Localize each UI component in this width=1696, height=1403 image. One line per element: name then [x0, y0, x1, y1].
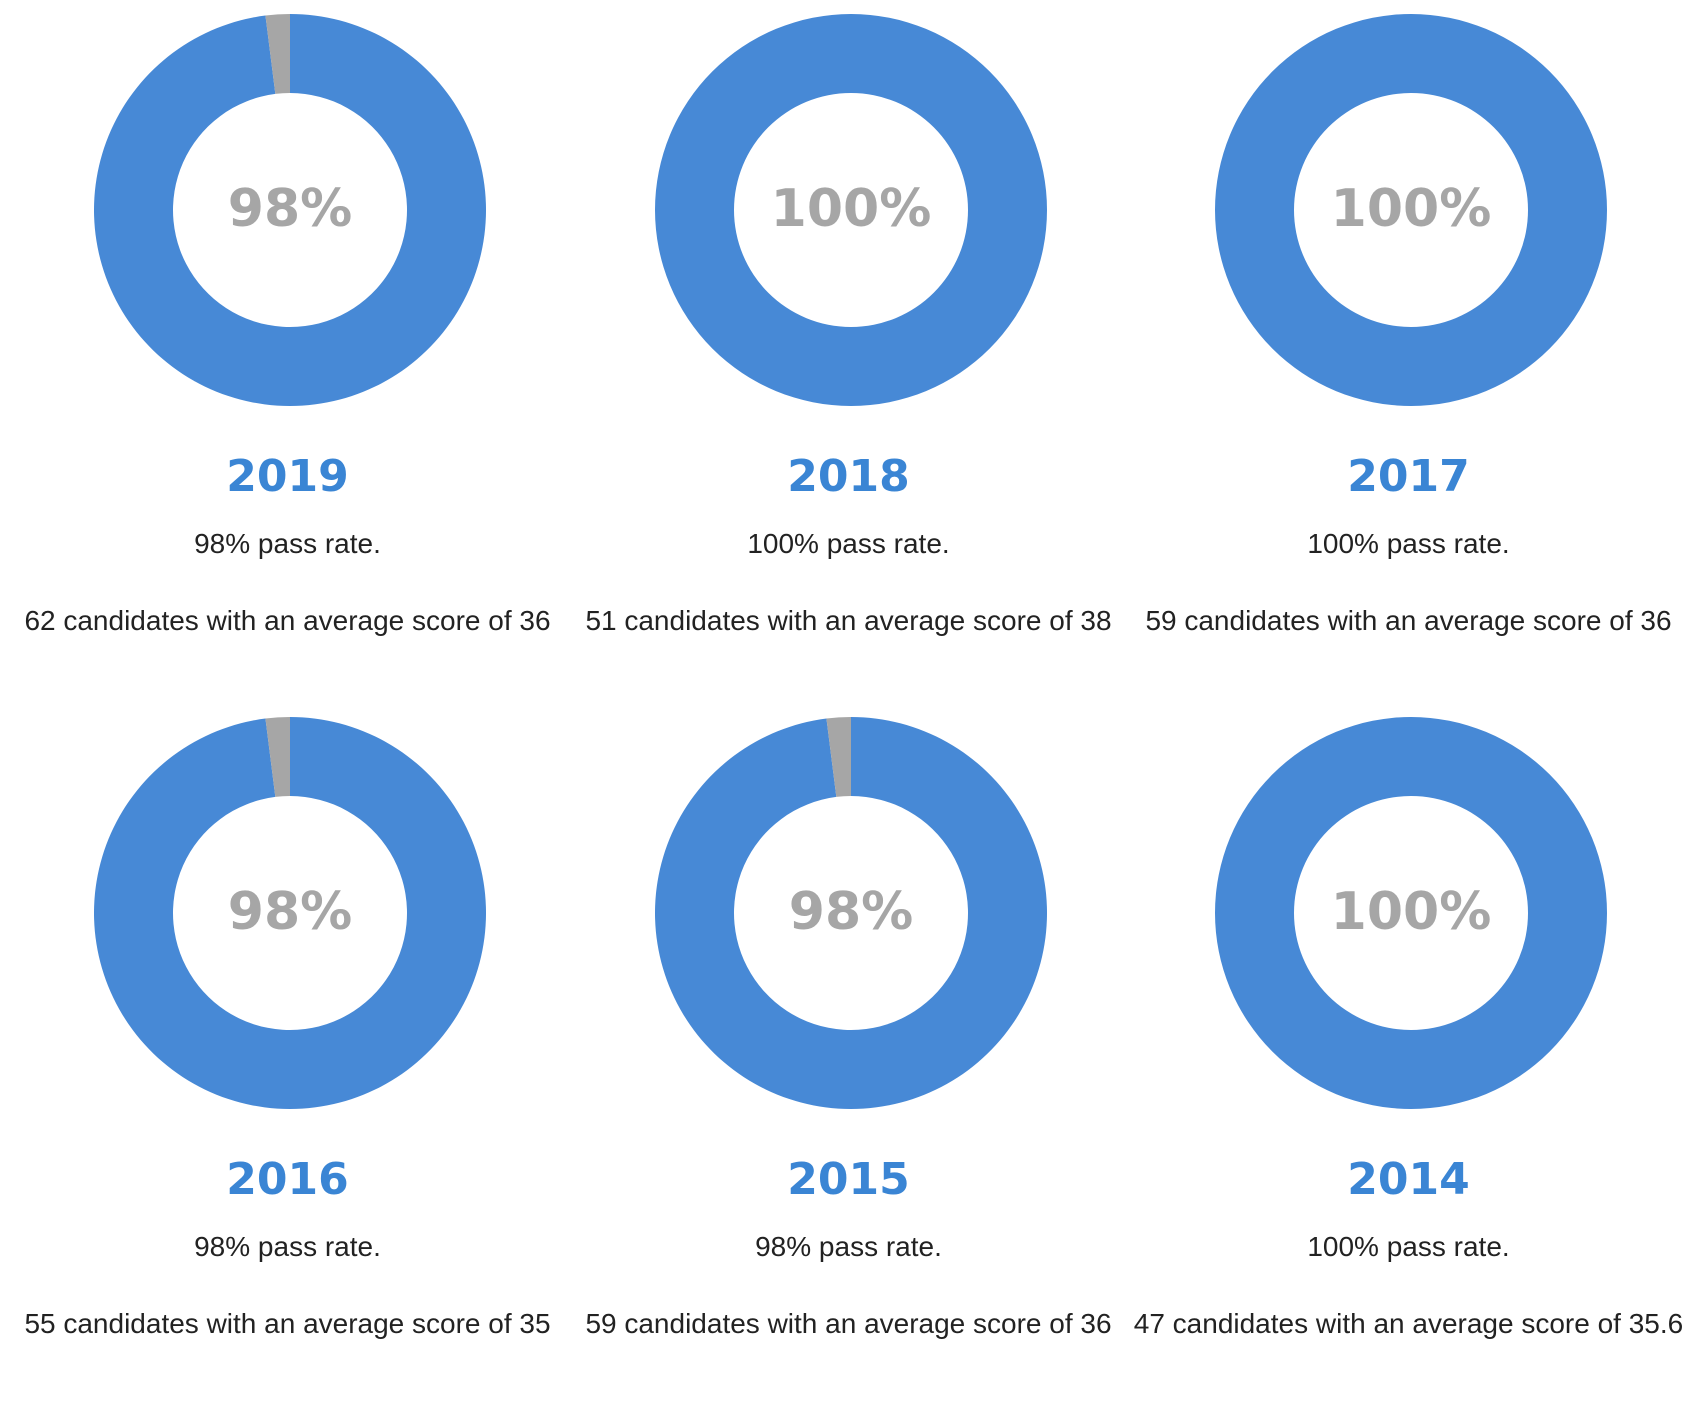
pass-slice [655, 14, 1047, 406]
donut-svg: 100% [1215, 14, 1607, 406]
result-card-2: 100% 2017 100% pass rate. 59 candidates … [1121, 0, 1696, 700]
candidates-description: 59 candidates with an average score of 3… [585, 1308, 1112, 1339]
candidates-description: 47 candidates with an average score of 3… [1133, 1308, 1684, 1339]
result-card-0: 98% 2019 98% pass rate. 62 candidates wi… [0, 0, 575, 700]
pass-rate-text: 98% pass rate. [755, 1231, 942, 1262]
result-card-1: 100% 2018 100% pass rate. 51 candidates … [561, 0, 1136, 700]
fail-slice [265, 717, 290, 797]
year-title: 2017 [1347, 451, 1470, 502]
donut-svg: 100% [655, 14, 1047, 406]
center-label: 98% [228, 882, 352, 942]
center-label: 98% [228, 179, 352, 239]
donut-chart: 98% [655, 717, 1047, 1109]
center-label: 100% [771, 179, 932, 239]
candidates-description: 51 candidates with an average score of 3… [585, 605, 1112, 636]
pass-rate-text: 98% pass rate. [194, 528, 381, 559]
pass-slice [1215, 14, 1607, 406]
candidates-description: 62 candidates with an average score of 3… [24, 605, 551, 636]
result-card-3: 98% 2016 98% pass rate. 55 candidates wi… [0, 703, 575, 1403]
donut-svg: 98% [94, 717, 486, 1109]
pass-slice [94, 14, 486, 406]
year-title: 2015 [787, 1154, 910, 1205]
pass-slice [655, 717, 1047, 1109]
pass-slice [1215, 717, 1607, 1109]
donut-svg: 98% [94, 14, 486, 406]
fail-slice [826, 717, 851, 797]
pass-rate-text: 100% pass rate. [1307, 528, 1510, 559]
donut-svg: 98% [655, 717, 1047, 1109]
donut-chart: 100% [1215, 717, 1607, 1109]
pass-rate-text: 100% pass rate. [747, 528, 950, 559]
center-label: 98% [789, 882, 913, 942]
pass-slice [94, 717, 486, 1109]
pass-rate-text: 98% pass rate. [194, 1231, 381, 1262]
center-label: 100% [1331, 179, 1492, 239]
result-card-5: 100% 2014 100% pass rate. 47 candidates … [1121, 703, 1696, 1403]
fail-slice [265, 14, 290, 94]
donut-chart: 100% [1215, 14, 1607, 406]
donut-chart: 100% [655, 14, 1047, 406]
center-label: 100% [1331, 882, 1492, 942]
donut-svg: 100% [1215, 717, 1607, 1109]
donut-chart: 98% [94, 717, 486, 1109]
year-title: 2014 [1347, 1154, 1470, 1205]
year-title: 2019 [226, 451, 349, 502]
candidates-description: 59 candidates with an average score of 3… [1145, 605, 1672, 636]
donut-chart: 98% [94, 14, 486, 406]
year-title: 2018 [787, 451, 910, 502]
pass-rate-text: 100% pass rate. [1307, 1231, 1510, 1262]
candidates-description: 55 candidates with an average score of 3… [24, 1308, 551, 1339]
result-card-4: 98% 2015 98% pass rate. 59 candidates wi… [561, 703, 1136, 1403]
year-title: 2016 [226, 1154, 349, 1205]
